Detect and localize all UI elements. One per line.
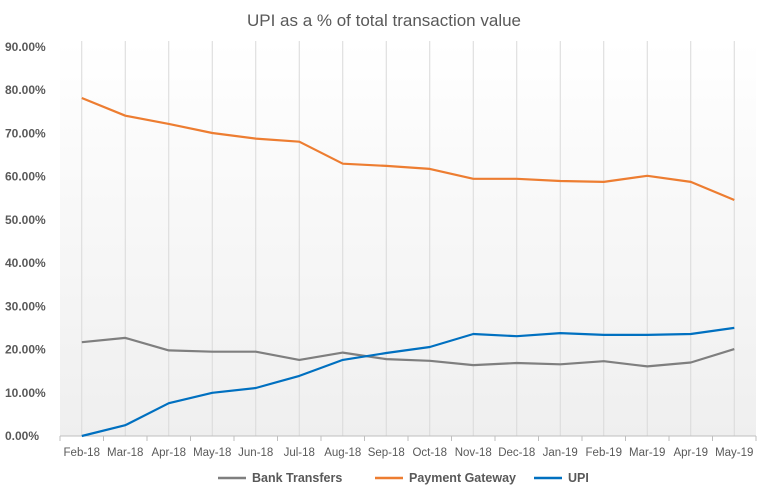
- legend-label: UPI: [568, 471, 589, 485]
- x-tick-label: Nov-18: [455, 447, 492, 459]
- x-tick-label: Apr-19: [673, 447, 708, 459]
- x-tick-label: May-19: [715, 447, 753, 459]
- y-tick-label: 30.00%: [5, 299, 46, 313]
- legend-item: UPI: [534, 471, 589, 485]
- legend-item: Bank Transfers: [218, 471, 342, 485]
- x-tick-label: Mar-19: [629, 447, 665, 459]
- y-tick-label: 40.00%: [5, 256, 46, 270]
- legend-item: Payment Gateway: [375, 471, 516, 485]
- legend-label: Bank Transfers: [252, 471, 342, 485]
- x-tick-label: Oct-18: [412, 447, 447, 459]
- x-tick-label: Apr-18: [151, 447, 186, 459]
- y-tick-label: 20.00%: [5, 343, 46, 357]
- y-tick-label: 0.00%: [5, 429, 39, 443]
- chart-title: UPI as a % of total transaction value: [247, 11, 521, 30]
- x-tick-label: Sep-18: [368, 447, 405, 459]
- x-tick-label: Aug-18: [324, 447, 361, 459]
- x-tick-label: Mar-18: [107, 447, 143, 459]
- x-tick-label: Jun-18: [238, 447, 273, 459]
- x-tick-label: Jan-19: [543, 447, 578, 459]
- y-tick-label: 10.00%: [5, 386, 46, 400]
- y-tick-label: 60.00%: [5, 170, 46, 184]
- x-tick-label: Jul-18: [284, 447, 315, 459]
- x-tick-label: Feb-18: [64, 447, 100, 459]
- legend-label: Payment Gateway: [409, 471, 516, 485]
- y-tick-label: 80.00%: [5, 83, 46, 97]
- x-tick-label: Dec-18: [498, 447, 535, 459]
- y-tick-label: 50.00%: [5, 213, 46, 227]
- x-tick-label: Feb-19: [586, 447, 622, 459]
- y-tick-label: 70.00%: [5, 126, 46, 140]
- x-tick-label: May-18: [193, 447, 231, 459]
- plot-area: [60, 40, 756, 436]
- y-tick-label: 90.00%: [5, 40, 46, 54]
